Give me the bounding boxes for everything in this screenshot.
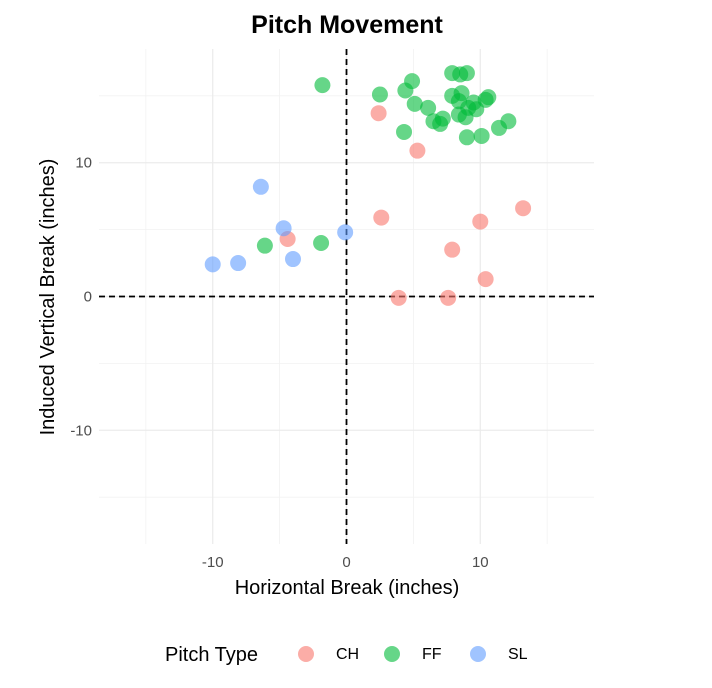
legend-key-ch — [298, 646, 314, 662]
x-tick-label: -10 — [202, 554, 224, 571]
y-tick-label: -10 — [70, 422, 92, 439]
point-ff — [404, 73, 421, 90]
point-ff — [473, 127, 490, 144]
reference-lines — [99, 49, 594, 544]
point-ch — [409, 142, 426, 159]
point-sl — [204, 256, 221, 273]
point-ch — [444, 241, 461, 258]
legend: Pitch Type CH FF SL — [165, 644, 528, 666]
y-tick-label: 10 — [75, 155, 92, 172]
point-ff — [371, 86, 388, 103]
point-ff — [458, 65, 475, 82]
tick-labels: -10 0 10 -10 0 10 — [70, 155, 488, 571]
point-ch — [515, 200, 532, 217]
point-ff — [314, 77, 331, 94]
point-ff — [396, 123, 413, 140]
point-ch — [373, 209, 390, 226]
point-sl — [252, 178, 269, 195]
x-tick-label: 10 — [472, 554, 489, 571]
point-ff — [458, 129, 475, 146]
point-ff — [434, 110, 451, 127]
legend-title: Pitch Type — [165, 644, 258, 666]
x-axis-label: Horizontal Break (inches) — [235, 577, 460, 599]
x-tick-label: 0 — [342, 554, 350, 571]
point-ff — [256, 237, 273, 254]
point-ch — [370, 105, 387, 122]
point-ff — [453, 85, 470, 102]
point-sl — [230, 255, 247, 272]
legend-label-ch: CH — [336, 646, 359, 663]
legend-key-ff — [384, 646, 400, 662]
point-ff — [480, 89, 497, 106]
y-tick-label: 0 — [84, 289, 92, 306]
point-ff — [406, 95, 423, 112]
legend-label-ff: FF — [422, 646, 442, 663]
point-ff — [457, 109, 474, 126]
legend-items: CH FF SL — [298, 646, 528, 663]
chart-title: Pitch Movement — [251, 11, 443, 39]
point-ff — [313, 234, 330, 251]
legend-key-sl — [470, 646, 486, 662]
point-sl — [337, 224, 354, 241]
point-ch — [440, 289, 457, 306]
point-ff — [500, 113, 517, 130]
point-ff — [420, 99, 437, 116]
legend-label-sl: SL — [508, 646, 528, 663]
point-ch — [472, 213, 489, 230]
y-axis-label: Induced Vertical Break (inches) — [37, 159, 59, 436]
point-ch — [390, 289, 407, 306]
point-ch — [477, 271, 494, 288]
data-points — [204, 65, 532, 306]
point-sl — [284, 251, 301, 268]
point-sl — [275, 220, 292, 237]
